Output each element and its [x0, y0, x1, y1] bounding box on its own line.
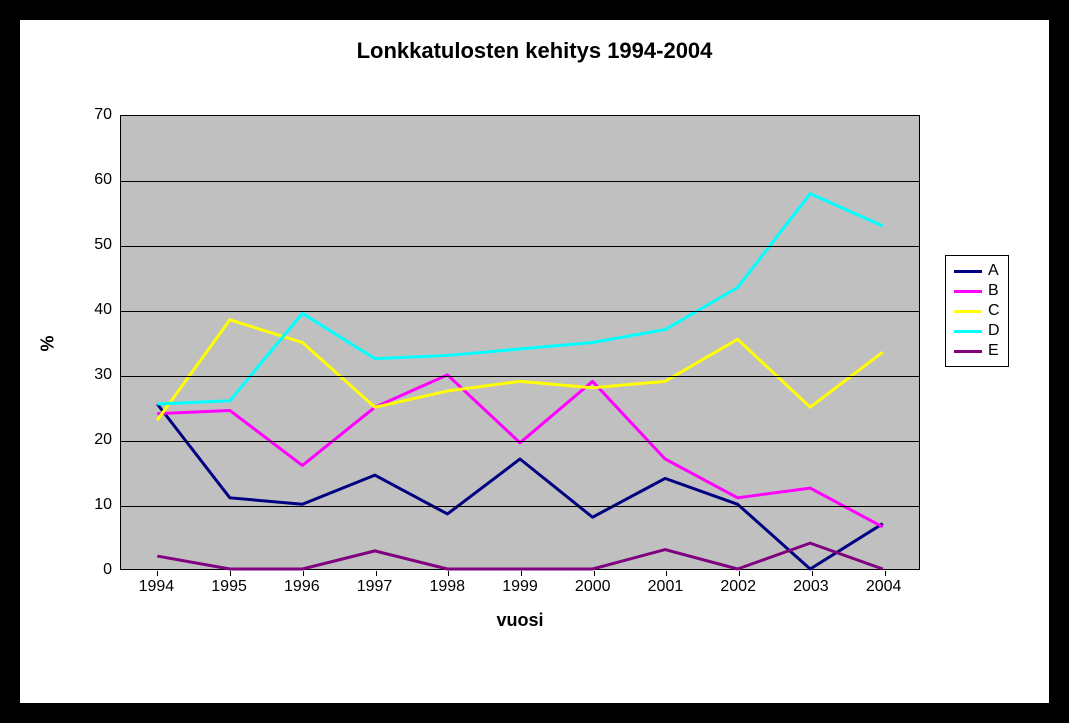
gridline — [121, 246, 919, 247]
x-tick-label: 2002 — [720, 578, 756, 596]
gridline — [121, 506, 919, 507]
x-tick-mark — [594, 571, 595, 576]
series-line-B — [157, 375, 882, 527]
y-tick-label: 40 — [82, 301, 112, 319]
x-tick-mark — [885, 571, 886, 576]
x-tick-label: 2003 — [793, 578, 829, 596]
y-tick-label: 30 — [82, 366, 112, 384]
x-tick-mark — [230, 571, 231, 576]
y-tick-label: 50 — [82, 236, 112, 254]
legend-item-D: D — [954, 322, 1000, 340]
series-line-E — [157, 543, 882, 569]
legend-label: A — [988, 262, 999, 280]
x-axis-label: vuosi — [120, 610, 920, 631]
x-tick-label: 1996 — [284, 578, 320, 596]
plot-area — [120, 115, 920, 570]
x-tick-label: 2001 — [648, 578, 684, 596]
x-tick-mark — [303, 571, 304, 576]
chart-lines — [121, 116, 919, 569]
y-tick-label: 70 — [82, 106, 112, 124]
x-tick-label: 2004 — [866, 578, 902, 596]
legend-item-B: B — [954, 282, 1000, 300]
legend-label: D — [988, 322, 1000, 340]
x-tick-mark — [448, 571, 449, 576]
x-tick-mark — [157, 571, 158, 576]
series-line-A — [157, 404, 882, 569]
y-tick-label: 10 — [82, 496, 112, 514]
x-tick-mark — [666, 571, 667, 576]
y-tick-label: 20 — [82, 431, 112, 449]
legend-label: E — [988, 342, 999, 360]
x-tick-label: 2000 — [575, 578, 611, 596]
y-axis-label: % — [38, 335, 59, 351]
x-tick-mark — [812, 571, 813, 576]
x-tick-label: 1994 — [139, 578, 175, 596]
chart-card: Lonkkatulosten kehitys 1994-2004 % vuosi… — [20, 20, 1049, 703]
chart-title: Lonkkatulosten kehitys 1994-2004 — [20, 38, 1049, 64]
gridline — [121, 311, 919, 312]
legend-swatch — [954, 350, 982, 353]
y-tick-label: 0 — [82, 561, 112, 579]
legend: ABCDE — [945, 255, 1009, 367]
legend-item-C: C — [954, 302, 1000, 320]
x-tick-label: 1998 — [429, 578, 465, 596]
outer-frame: Lonkkatulosten kehitys 1994-2004 % vuosi… — [0, 0, 1069, 723]
legend-swatch — [954, 270, 982, 273]
legend-swatch — [954, 310, 982, 313]
x-tick-mark — [521, 571, 522, 576]
x-tick-label: 1995 — [211, 578, 247, 596]
x-tick-mark — [739, 571, 740, 576]
y-tick-label: 60 — [82, 171, 112, 189]
legend-label: B — [988, 282, 999, 300]
series-line-C — [157, 320, 882, 420]
gridline — [121, 376, 919, 377]
legend-swatch — [954, 330, 982, 333]
legend-label: C — [988, 302, 1000, 320]
x-tick-mark — [376, 571, 377, 576]
gridline — [121, 181, 919, 182]
legend-swatch — [954, 290, 982, 293]
legend-item-E: E — [954, 342, 1000, 360]
legend-item-A: A — [954, 262, 1000, 280]
x-tick-label: 1997 — [357, 578, 393, 596]
x-tick-label: 1999 — [502, 578, 538, 596]
gridline — [121, 441, 919, 442]
